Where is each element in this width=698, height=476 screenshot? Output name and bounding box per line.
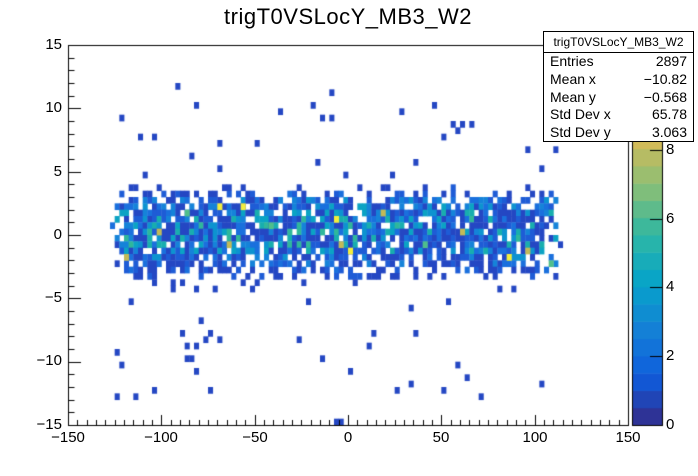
y-tick-label: 0	[53, 226, 62, 243]
x-tick-label: −100	[144, 429, 178, 446]
stats-box[interactable]: trigT0VSLocY_MB3_W2 Entries 2897 Mean x …	[543, 31, 694, 142]
y-tick-label: −10	[36, 352, 62, 369]
y-tick-label: 5	[53, 163, 62, 180]
z-tick-label: 6	[666, 210, 675, 227]
x-tick-label: 50	[432, 429, 450, 446]
y-tick-label: −15	[36, 416, 62, 433]
x-tick-label: 0	[343, 429, 353, 446]
y-tick-label: 10	[45, 99, 62, 116]
stats-value: 3.063	[651, 124, 687, 141]
stats-value: −0.568	[643, 88, 687, 105]
stats-row-entries: Entries 2897	[544, 53, 693, 71]
stats-label: Mean x	[550, 70, 596, 87]
stats-label: Entries	[550, 53, 594, 69]
z-tick-label: 4	[666, 278, 675, 295]
plot-title: trigT0VSLocY_MB3_W2	[224, 4, 472, 29]
y-tick-label: 15	[45, 36, 62, 53]
stats-box-title: trigT0VSLocY_MB3_W2	[544, 32, 693, 53]
stats-label: Std Dev x	[550, 106, 611, 123]
stats-label: Std Dev y	[550, 124, 611, 141]
stats-value: −10.82	[643, 70, 687, 87]
x-tick-label: 100	[522, 429, 548, 446]
z-tick-label: 0	[666, 416, 675, 433]
z-tick-label: 8	[666, 141, 675, 158]
stats-row-mean-x: Mean x −10.82	[544, 71, 693, 89]
stats-value: 65.78	[651, 106, 687, 123]
stats-value: 2897	[655, 53, 687, 69]
stats-row-mean-y: Mean y −0.568	[544, 89, 693, 107]
x-tick-label: −50	[242, 429, 268, 446]
z-tick-label: 2	[666, 347, 675, 364]
stats-label: Mean y	[550, 88, 596, 105]
stats-row-std-dev-y: Std Dev y 3.063	[544, 124, 693, 142]
x-tick-label: −150	[51, 429, 85, 446]
y-tick-label: −5	[44, 289, 62, 306]
stats-row-std-dev-x: Std Dev x 65.78	[544, 106, 693, 124]
x-tick-label: 150	[615, 429, 641, 446]
